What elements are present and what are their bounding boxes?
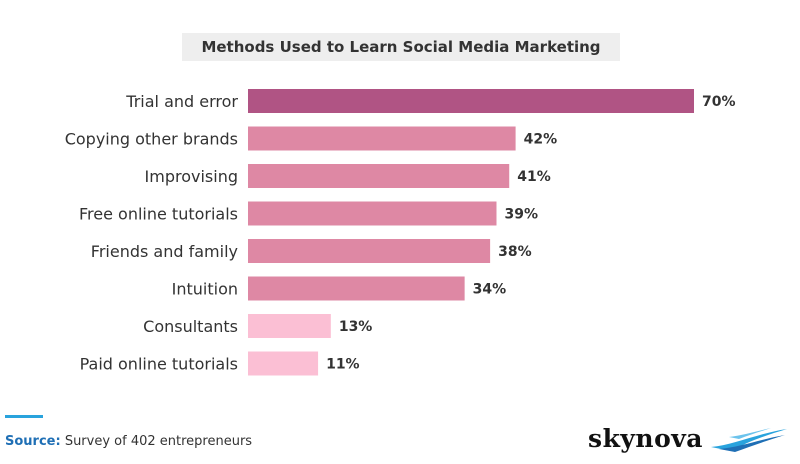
source-note: Source: Survey of 402 entrepreneurs (5, 434, 252, 449)
bar (248, 89, 694, 113)
category-label: Consultants (143, 317, 238, 336)
brand-logo: skynova (588, 424, 789, 453)
value-label: 13% (339, 319, 373, 335)
bar (248, 351, 319, 376)
chart-title: Methods Used to Learn Social Media Marke… (201, 38, 601, 56)
value-label: 42% (524, 132, 558, 148)
value-label: 70% (702, 94, 736, 110)
value-label: 11% (326, 357, 360, 373)
source-label: Source: (5, 434, 61, 449)
category-label: Trial and error (125, 92, 238, 111)
bar (248, 164, 510, 188)
bar-chart: Trial and error 70% Copying other brands 42… (65, 89, 736, 376)
value-label: 39% (504, 207, 538, 223)
bar (248, 126, 516, 151)
bar (248, 201, 497, 226)
bar (248, 276, 465, 301)
source-text: Survey of 402 entrepreneurs (60, 434, 253, 449)
wave-swoosh-icon (711, 427, 787, 452)
brand-name: skynova (588, 424, 703, 453)
category-label: Intuition (172, 280, 238, 299)
value-label: 41% (517, 169, 551, 185)
category-label: Free online tutorials (79, 205, 238, 224)
category-label: Paid online tutorials (80, 355, 238, 374)
bar (248, 314, 331, 338)
bar (248, 239, 491, 263)
chart-title-box: Methods Used to Learn Social Media Marke… (182, 33, 620, 61)
category-label: Friends and family (91, 242, 238, 261)
value-label: 34% (473, 282, 507, 298)
category-label: Improvising (145, 167, 238, 186)
value-label: 38% (498, 244, 532, 260)
footer-accent-line (5, 415, 43, 418)
category-label: Copying other brands (65, 130, 238, 149)
